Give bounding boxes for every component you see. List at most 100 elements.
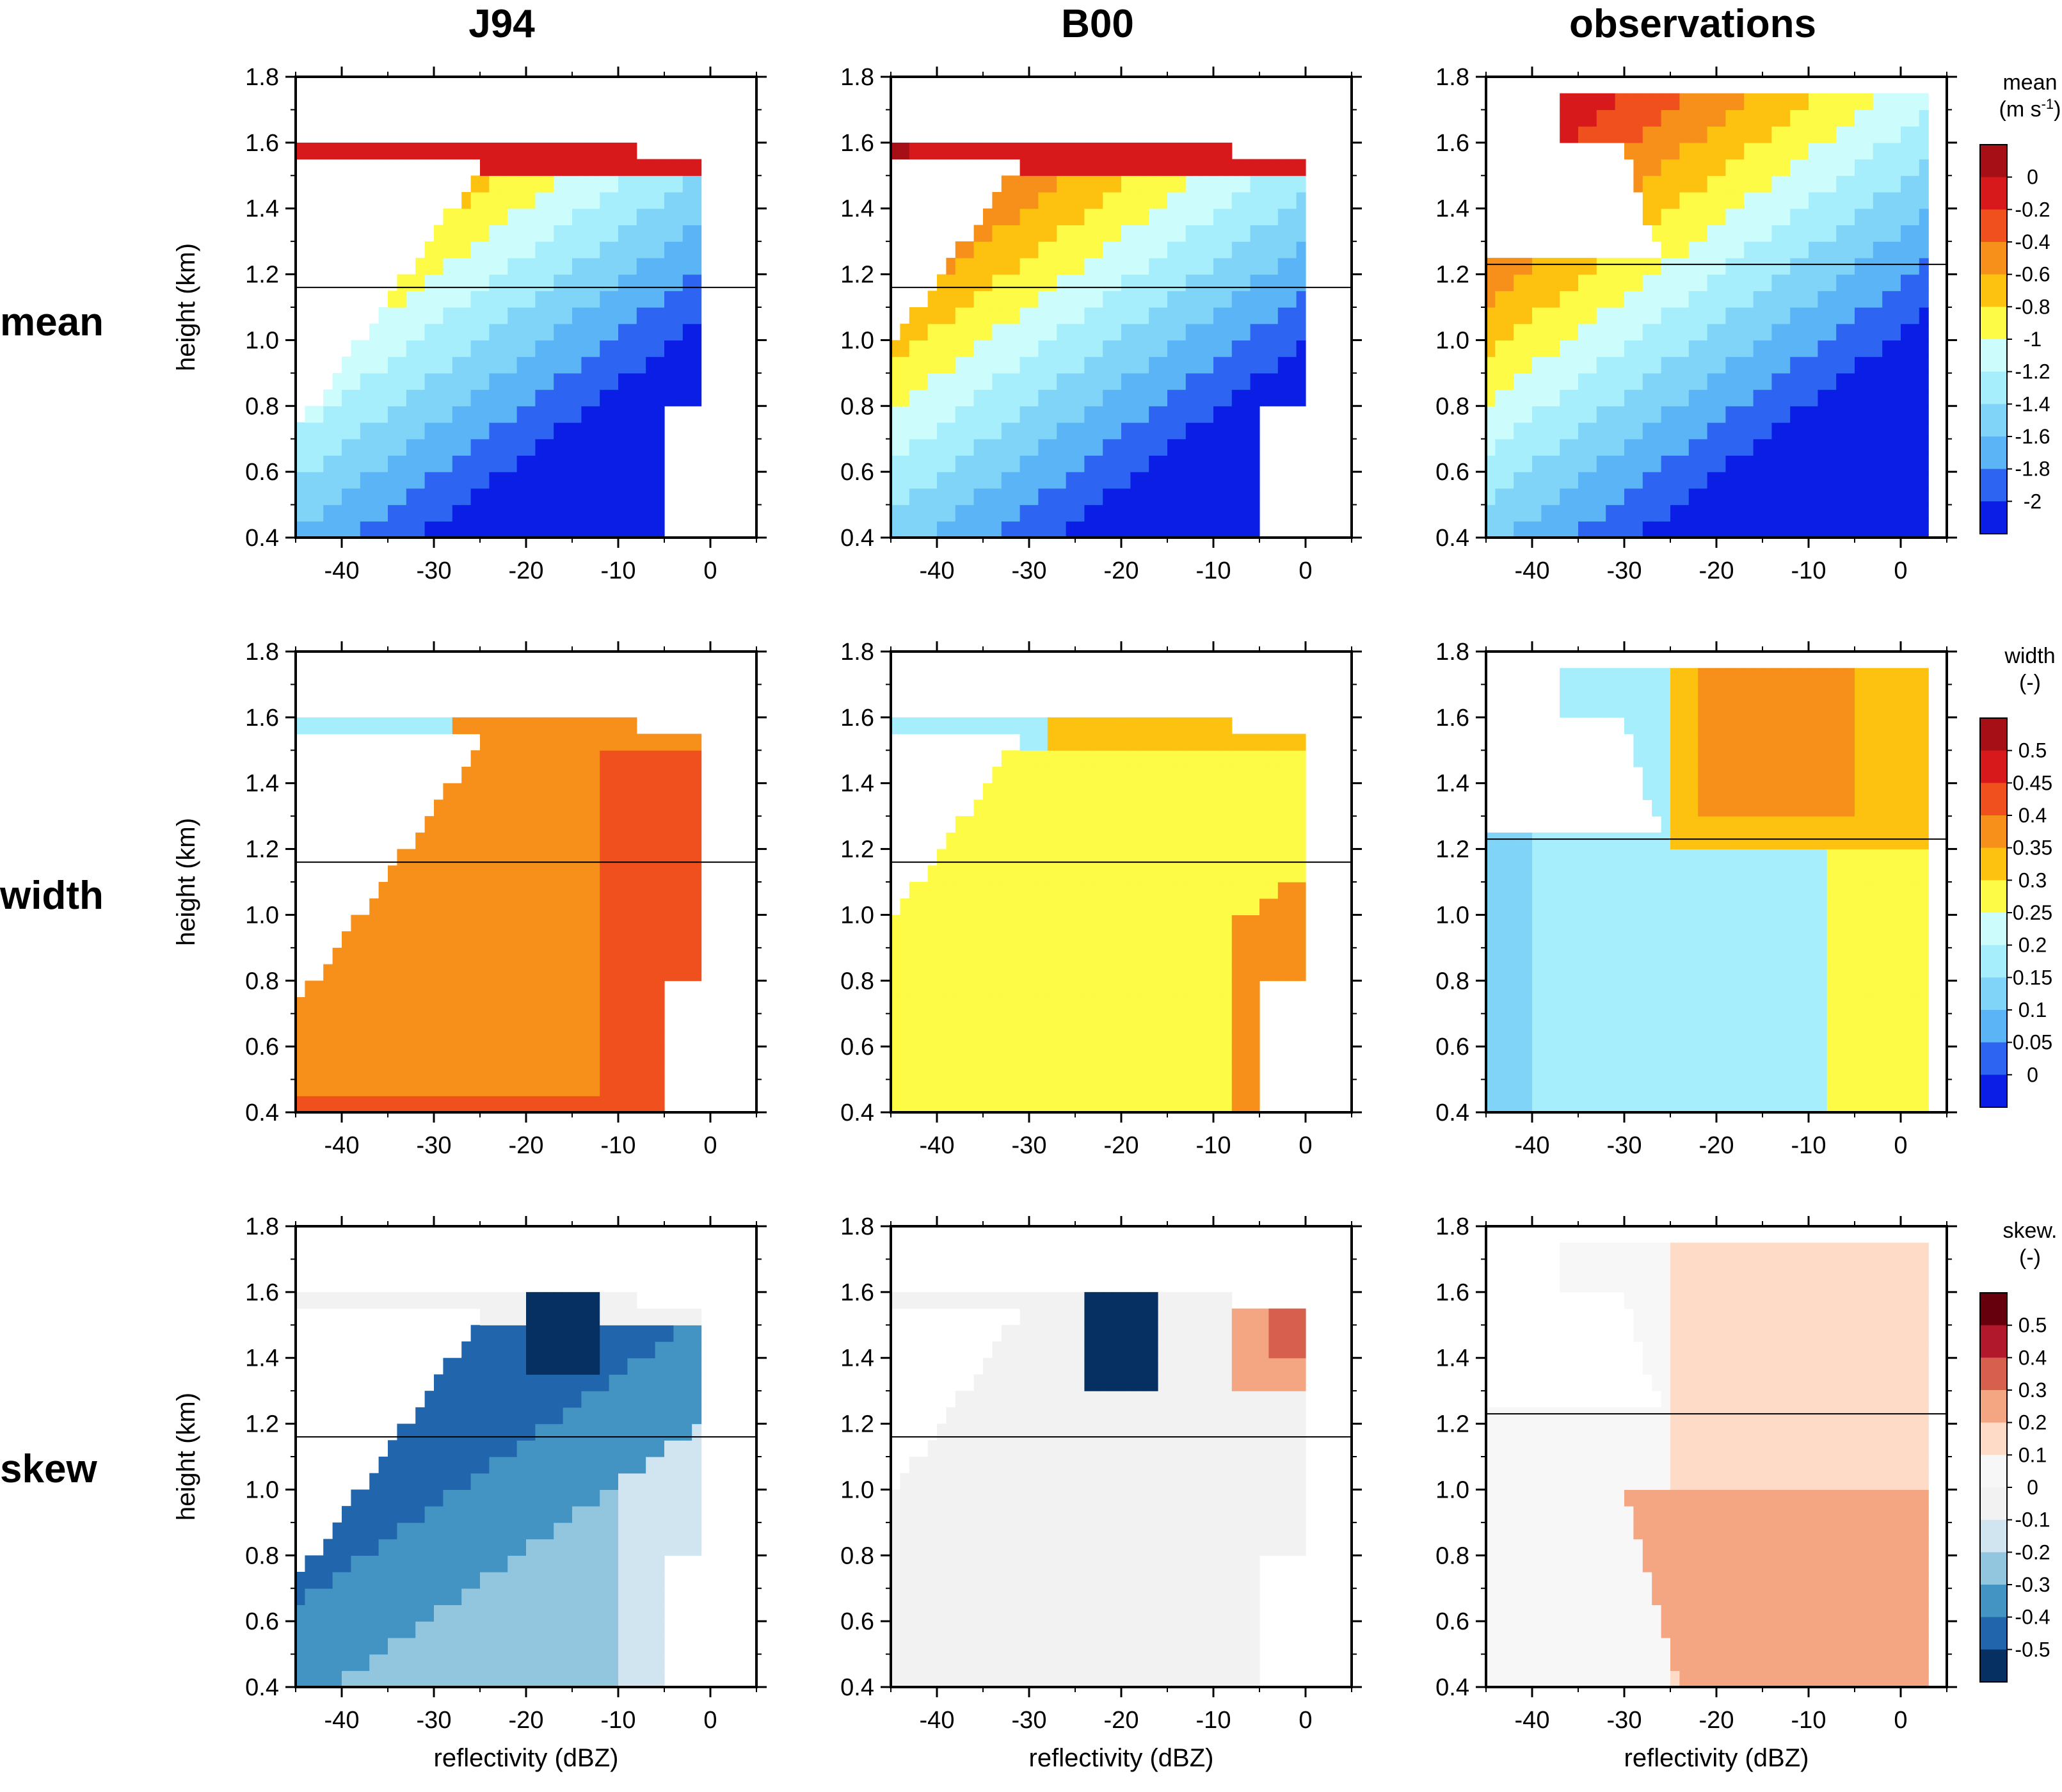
heatmap-cell bbox=[655, 175, 665, 193]
heatmap-cell bbox=[1560, 291, 1570, 308]
heatmap-cell bbox=[609, 241, 619, 259]
heatmap-cell bbox=[1514, 438, 1524, 456]
heatmap-cell bbox=[992, 849, 1002, 866]
heatmap-cell bbox=[563, 783, 573, 801]
heatmap-cell bbox=[406, 882, 416, 899]
heatmap-cell bbox=[489, 750, 499, 767]
y-tick-label: 0.4 bbox=[1435, 525, 1469, 552]
heatmap-cell bbox=[1780, 175, 1791, 193]
heatmap-cell bbox=[1661, 192, 1671, 209]
heatmap-cell bbox=[1167, 192, 1177, 209]
heatmap-cell bbox=[636, 1096, 646, 1112]
heatmap-cell bbox=[664, 750, 674, 767]
heatmap-cell bbox=[526, 438, 536, 456]
heatmap-cell bbox=[406, 504, 416, 522]
heatmap-cell bbox=[1855, 208, 1864, 226]
heatmap-cell bbox=[1550, 389, 1560, 406]
heatmap-cell bbox=[1259, 389, 1269, 406]
heatmap-cell bbox=[973, 504, 984, 522]
heatmap-cell bbox=[1762, 225, 1772, 242]
heatmap-cell bbox=[1855, 274, 1864, 291]
heatmap-cell bbox=[1716, 356, 1726, 374]
heatmap-cell bbox=[480, 1046, 490, 1064]
heatmap-cell bbox=[1103, 521, 1113, 538]
heatmap-cell bbox=[1725, 126, 1736, 143]
heatmap-cell bbox=[1633, 126, 1643, 143]
heatmap-cell bbox=[1066, 208, 1076, 226]
heatmap-cell bbox=[489, 1046, 499, 1064]
heatmap-cell bbox=[1167, 142, 1177, 160]
heatmap-cell bbox=[498, 997, 508, 1014]
heatmap-cell bbox=[1066, 307, 1076, 324]
heatmap-cell bbox=[1185, 1046, 1195, 1064]
heatmap-cell bbox=[1139, 767, 1149, 784]
heatmap-cell bbox=[1845, 274, 1855, 291]
heatmap-cell bbox=[900, 1096, 910, 1112]
heatmap-cell bbox=[1250, 323, 1260, 341]
heatmap-cell bbox=[1057, 356, 1067, 374]
heatmap-cell bbox=[1670, 389, 1680, 406]
heatmap-cell bbox=[323, 717, 333, 735]
heatmap-cell bbox=[909, 389, 919, 406]
heatmap-cell bbox=[535, 750, 545, 767]
heatmap-cell bbox=[909, 997, 919, 1014]
heatmap-cell bbox=[526, 865, 536, 883]
heatmap-cell bbox=[1213, 1096, 1223, 1112]
heatmap-cell bbox=[973, 1030, 984, 1047]
heatmap-cell bbox=[1158, 274, 1168, 291]
heatmap-cell bbox=[1066, 849, 1076, 866]
heatmap-cell bbox=[1139, 274, 1149, 291]
heatmap-cell bbox=[424, 389, 435, 406]
heatmap-cell bbox=[1176, 356, 1187, 374]
heatmap-cell bbox=[1716, 472, 1726, 489]
heatmap-cell bbox=[1504, 488, 1514, 506]
heatmap-cell bbox=[1771, 372, 1782, 390]
heatmap-cell bbox=[1213, 142, 1223, 160]
heatmap-cell bbox=[1084, 865, 1094, 883]
heatmap-cell bbox=[1019, 142, 1030, 160]
heatmap-cell bbox=[1624, 438, 1634, 456]
heatmap-cell bbox=[1075, 159, 1085, 176]
heatmap-cell bbox=[590, 767, 600, 784]
heatmap-cell bbox=[955, 1096, 965, 1112]
heatmap-cell bbox=[1919, 241, 1929, 259]
heatmap-cell bbox=[983, 898, 993, 916]
heatmap-cell bbox=[1652, 307, 1662, 324]
heatmap-cell bbox=[1001, 504, 1011, 522]
heatmap-cell bbox=[434, 241, 444, 259]
heatmap-cell bbox=[1901, 274, 1910, 291]
heatmap-cell bbox=[1809, 208, 1818, 226]
heatmap-cell bbox=[1011, 1062, 1021, 1080]
heatmap-cell bbox=[983, 340, 993, 357]
heatmap-cell bbox=[937, 472, 947, 489]
heatmap-cell bbox=[646, 1013, 656, 1031]
heatmap-cell bbox=[1836, 356, 1846, 374]
heatmap-cell bbox=[937, 980, 947, 998]
heatmap-cell bbox=[397, 717, 407, 735]
heatmap-cell bbox=[1762, 389, 1772, 406]
heatmap-cell bbox=[1698, 241, 1708, 259]
heatmap-cell bbox=[1771, 142, 1782, 160]
heatmap-cell bbox=[1864, 521, 1874, 538]
heatmap-cell bbox=[554, 1062, 564, 1080]
heatmap-cell bbox=[964, 717, 975, 735]
heatmap-cell bbox=[342, 717, 351, 735]
heatmap-cell bbox=[692, 192, 702, 209]
heatmap-cell bbox=[955, 291, 965, 308]
heatmap-cell bbox=[1103, 291, 1113, 308]
heatmap-cell bbox=[1688, 472, 1698, 489]
heatmap-cell bbox=[1176, 767, 1187, 784]
heatmap-cell bbox=[1084, 142, 1094, 160]
heatmap-cell bbox=[937, 340, 947, 357]
heatmap-cell bbox=[1910, 192, 1920, 209]
heatmap-cell bbox=[369, 406, 380, 423]
heatmap-cell bbox=[1103, 931, 1113, 948]
heatmap-cell bbox=[636, 947, 646, 965]
heatmap-cell bbox=[1029, 1096, 1039, 1112]
heatmap-cell bbox=[1652, 257, 1662, 275]
heatmap-cell bbox=[1103, 257, 1113, 275]
heatmap-cell bbox=[1019, 799, 1030, 817]
heatmap-cell bbox=[1698, 93, 1708, 111]
heatmap-cell bbox=[443, 142, 453, 160]
heatmap-cell bbox=[1231, 750, 1242, 767]
